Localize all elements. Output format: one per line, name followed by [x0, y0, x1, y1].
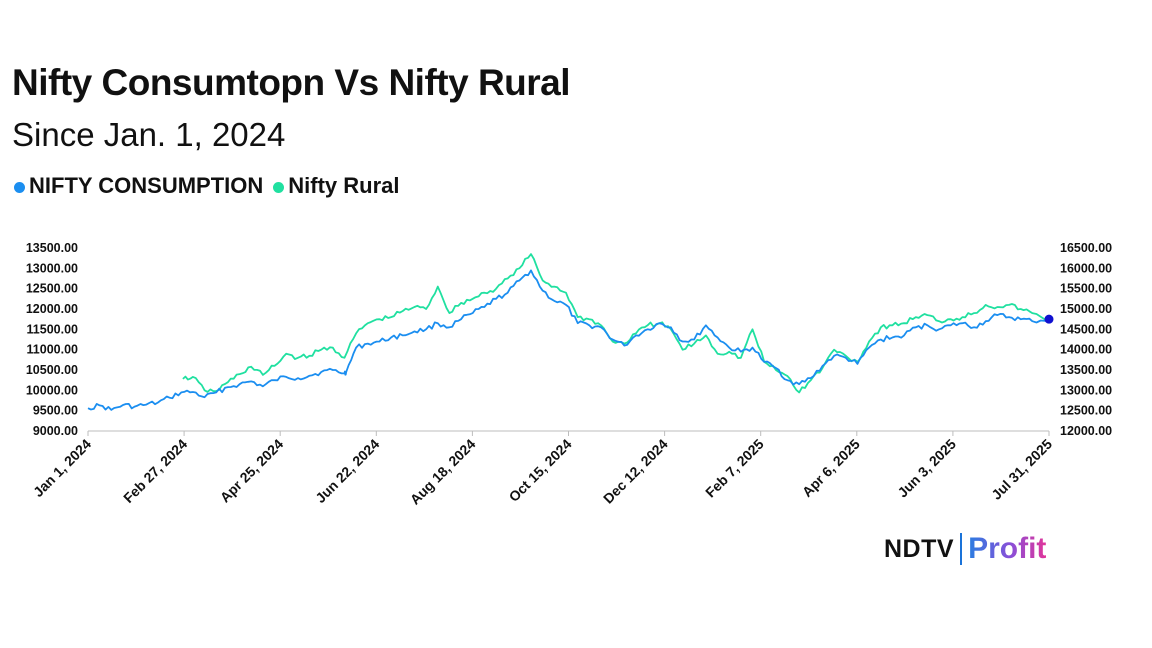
- y-right-tick-label: 14000.00: [1060, 343, 1112, 357]
- y-left-tick-label: 10000.00: [26, 383, 78, 397]
- x-tick-label: Aug 18, 2024: [407, 436, 479, 508]
- y-left-tick-label: 13500.00: [26, 241, 78, 255]
- legend-dot-consumption: [14, 182, 25, 193]
- chart-series: [87, 253, 1054, 411]
- series-line-nifty-rural: [182, 253, 1050, 394]
- y-right-tick-label: 12500.00: [1060, 404, 1112, 418]
- x-tick-label: Jan 1, 2024: [30, 436, 94, 500]
- x-tick-label: Jul 31, 2025: [988, 436, 1055, 503]
- chart-labels: Jan 1, 2024 Feb 27, 2024 Apr 25, 2024 Jun 2…: [26, 241, 1112, 508]
- y-right-tick-label: 16500.00: [1060, 241, 1112, 255]
- legend: NIFTY CONSUMPTION Nifty Rural: [14, 173, 410, 199]
- x-tick-label: Feb 27, 2024: [120, 436, 190, 506]
- legend-label-consumption: NIFTY CONSUMPTION: [29, 173, 264, 198]
- y-left-tick-label: 12500.00: [26, 282, 78, 296]
- y-right-tick-label: 16000.00: [1060, 261, 1112, 275]
- x-tick-label: Jun 22, 2024: [312, 436, 382, 506]
- y-right-tick-label: 12000.00: [1060, 424, 1112, 438]
- y-right-tick-label: 15500.00: [1060, 282, 1112, 296]
- y-right-tick-label: 13000.00: [1060, 383, 1112, 397]
- y-left-tick-label: 12000.00: [26, 302, 78, 316]
- series-end-marker: [1044, 314, 1054, 324]
- legend-dot-rural: [273, 182, 285, 193]
- chart-subtitle: Since Jan. 1, 2024: [12, 116, 286, 153]
- legend-item-consumption: NIFTY CONSUMPTION: [14, 173, 263, 199]
- x-tick-label: Oct 15, 2024: [506, 436, 575, 505]
- y-left-tick-label: 13000.00: [26, 261, 78, 275]
- logo-separator: [960, 533, 963, 565]
- y-right-tick-label: 15000.00: [1060, 302, 1112, 316]
- y-left-tick-label: 9000.00: [33, 424, 78, 438]
- y-right-tick-label: 14500.00: [1060, 322, 1112, 336]
- ndtv-profit-logo: NDTV Profit: [884, 532, 1046, 566]
- logo-product: Profit: [968, 532, 1047, 565]
- chart-title: Nifty Consumtopn Vs Nifty Rural: [12, 62, 571, 103]
- logo-brand: NDTV: [884, 534, 955, 563]
- x-tick-label: Jun 3, 2025: [894, 436, 959, 501]
- y-left-tick-label: 9500.00: [33, 404, 78, 418]
- y-left-tick-label: 10500.00: [26, 363, 78, 377]
- x-tick-label: Apr 25, 2024: [217, 436, 287, 506]
- y-left-tick-label: 11000.00: [27, 343, 78, 357]
- x-tick-label: Apr 6, 2025: [799, 436, 863, 500]
- x-tick-label: Feb 7, 2025: [702, 436, 767, 501]
- chart-axes: [87, 430, 1050, 436]
- legend-label-rural: Nifty Rural: [288, 173, 400, 198]
- x-tick-label: Dec 12, 2024: [600, 436, 671, 507]
- y-right-tick-label: 13500.00: [1060, 363, 1112, 377]
- legend-item-rural: Nifty Rural: [273, 173, 400, 199]
- y-left-tick-label: 11500.00: [27, 322, 78, 336]
- series-line-nifty-consumption: [87, 269, 1050, 411]
